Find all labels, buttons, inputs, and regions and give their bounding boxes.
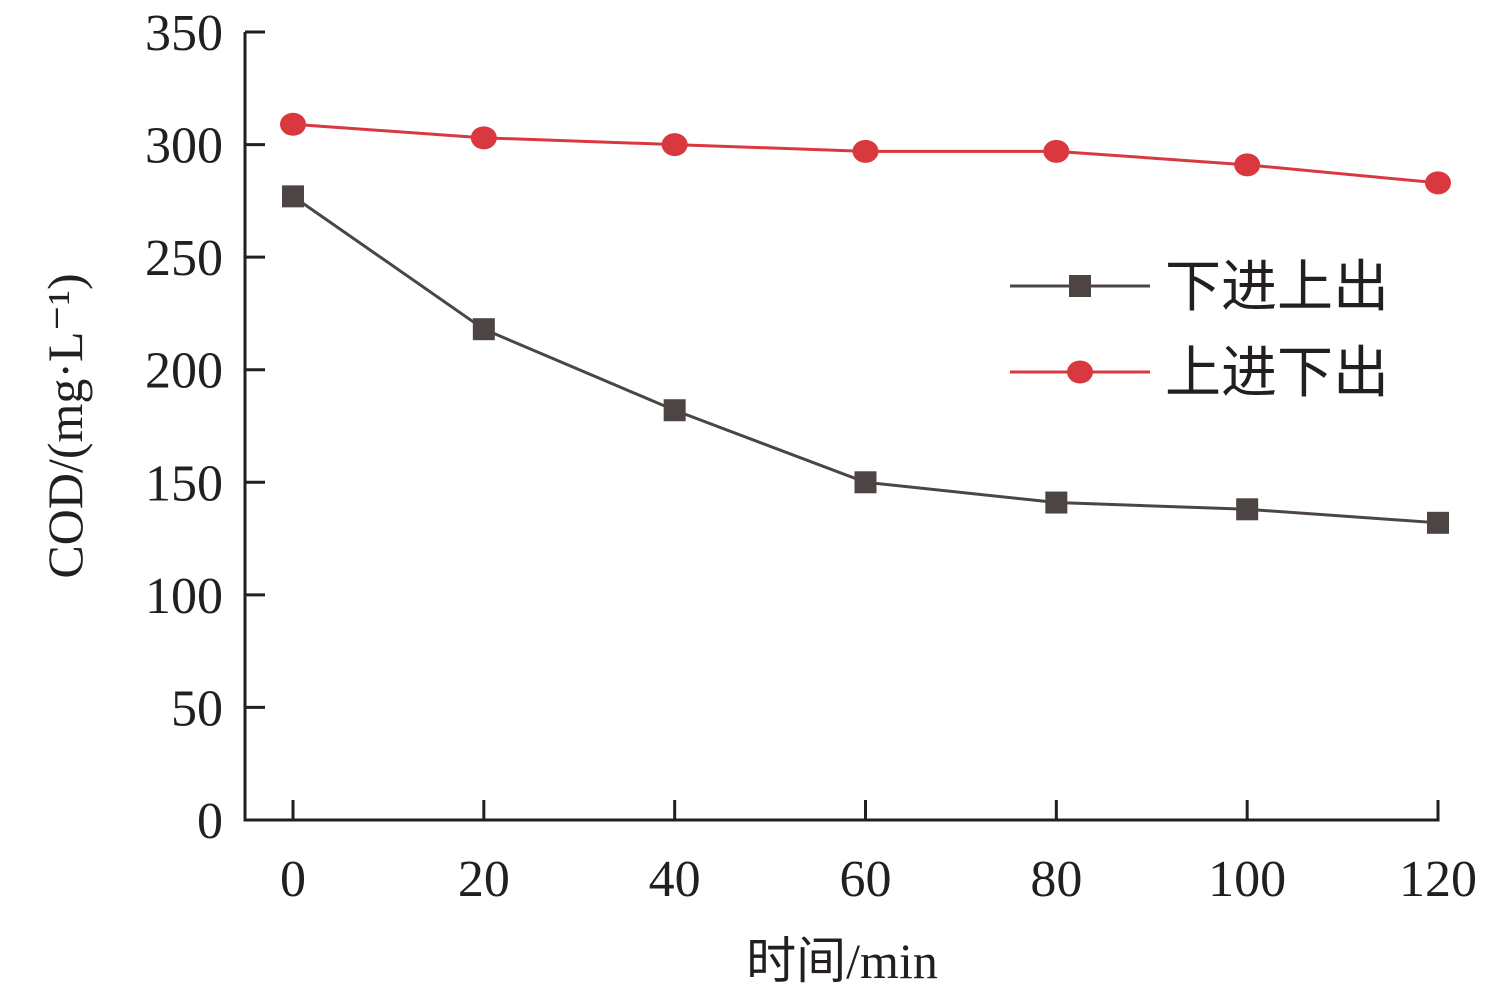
y-tick-label: 350 xyxy=(145,5,223,62)
series-2 xyxy=(280,112,1451,195)
y-tick-label: 250 xyxy=(145,230,223,287)
x-tick-label: 80 xyxy=(1030,851,1082,908)
data-point xyxy=(1234,153,1261,177)
legend-marker xyxy=(1069,275,1091,297)
data-point xyxy=(1236,498,1259,521)
x-tick-label: 100 xyxy=(1208,851,1286,908)
data-point xyxy=(280,112,306,136)
axes: 0 50 100 150 200 250 300 350 0 20 40 60 80 100 120 xyxy=(145,5,1477,908)
legend-label: 下进上出 xyxy=(1165,257,1389,319)
x-tick-label: 120 xyxy=(1399,851,1477,908)
data-point xyxy=(472,318,495,341)
x-tick-label: 40 xyxy=(649,851,701,908)
data-point xyxy=(661,133,688,157)
legend-item: 上进下出 xyxy=(1010,343,1389,405)
y-tick-label: 0 xyxy=(197,793,223,850)
y-tick-label: 100 xyxy=(145,568,223,625)
y-tick-label: 300 xyxy=(145,118,223,175)
x-tick-label: 60 xyxy=(840,851,892,908)
data-point xyxy=(1425,171,1451,195)
legend-label: 上进下出 xyxy=(1165,343,1389,405)
x-tick-label: 20 xyxy=(458,851,510,908)
y-tick-label: 150 xyxy=(145,455,223,512)
y-tick-label: 200 xyxy=(145,343,223,400)
data-point xyxy=(470,126,497,150)
y-axis-label: COD/(mg·L⁻¹) xyxy=(37,273,93,578)
data-point xyxy=(854,471,877,494)
legend-item: 下进上出 xyxy=(1010,257,1389,319)
x-axis-label: 时间/min xyxy=(746,933,938,989)
series-layer xyxy=(280,112,1451,534)
legend-marker xyxy=(1067,360,1093,384)
data-point xyxy=(1045,491,1068,514)
data-point xyxy=(1427,511,1449,534)
data-point xyxy=(282,185,304,208)
series-1 xyxy=(282,185,1449,534)
data-point xyxy=(663,399,686,422)
data-point xyxy=(1043,139,1070,163)
data-point xyxy=(852,139,879,163)
x-tick-label: 0 xyxy=(280,851,306,908)
y-tick-label: 50 xyxy=(171,680,223,737)
